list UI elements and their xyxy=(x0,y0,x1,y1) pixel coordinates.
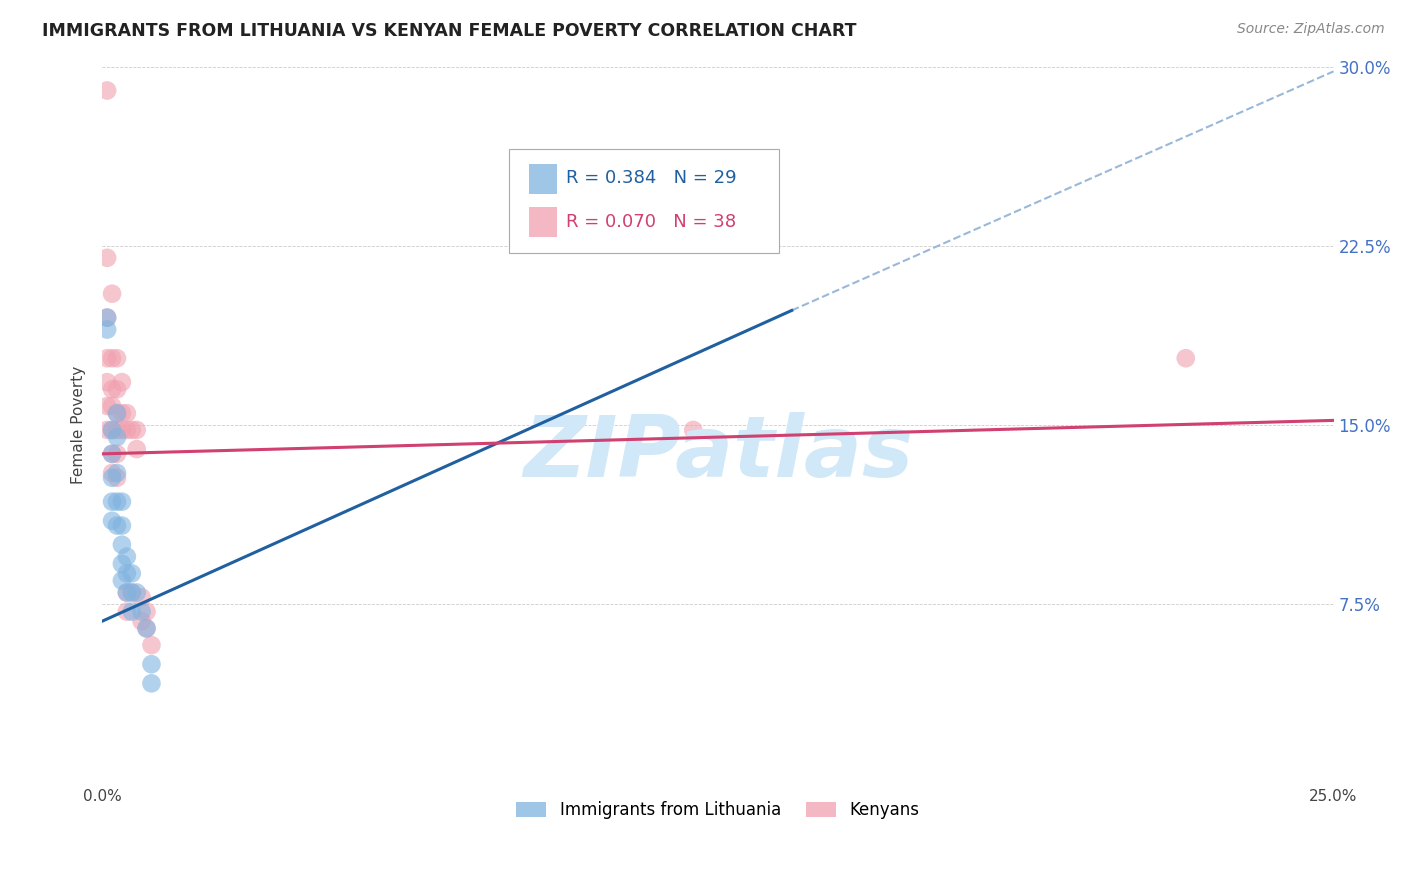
Point xyxy=(111,574,134,588)
Text: ZIPatlas: ZIPatlas xyxy=(523,412,912,495)
Point xyxy=(96,251,118,265)
Point xyxy=(101,423,124,437)
Point xyxy=(125,423,148,437)
Point xyxy=(96,322,118,336)
Point xyxy=(141,676,163,690)
Point xyxy=(121,605,143,619)
Point xyxy=(111,406,134,420)
Point xyxy=(101,382,124,396)
Point xyxy=(105,430,128,444)
Point xyxy=(135,621,157,635)
Point xyxy=(105,466,128,480)
Point xyxy=(96,310,118,325)
Point xyxy=(115,566,138,581)
Point xyxy=(115,423,138,437)
Point xyxy=(96,375,118,389)
Point xyxy=(135,621,157,635)
Point xyxy=(141,657,163,672)
Point xyxy=(101,286,124,301)
Point xyxy=(111,538,134,552)
Point xyxy=(682,191,704,205)
Point xyxy=(105,351,128,366)
Point xyxy=(101,466,124,480)
FancyBboxPatch shape xyxy=(509,149,779,253)
Point xyxy=(96,399,118,413)
Point xyxy=(96,83,118,97)
Point xyxy=(125,442,148,456)
Point xyxy=(105,518,128,533)
Point xyxy=(115,549,138,564)
Bar xyxy=(530,207,557,237)
Point xyxy=(105,423,128,437)
Point xyxy=(105,494,128,508)
Point xyxy=(111,375,134,389)
Point xyxy=(101,471,124,485)
Point xyxy=(131,614,153,628)
Legend: Immigrants from Lithuania, Kenyans: Immigrants from Lithuania, Kenyans xyxy=(510,794,927,826)
Point xyxy=(101,423,124,437)
Point xyxy=(96,351,118,366)
Point xyxy=(111,423,134,437)
Y-axis label: Female Poverty: Female Poverty xyxy=(72,366,86,484)
Point xyxy=(682,423,704,437)
Point xyxy=(111,557,134,571)
Point xyxy=(115,585,138,599)
Point xyxy=(96,310,118,325)
Bar xyxy=(530,164,557,194)
Point xyxy=(101,399,124,413)
Point xyxy=(111,518,134,533)
Point xyxy=(121,566,143,581)
Text: R = 0.070   N = 38: R = 0.070 N = 38 xyxy=(567,212,737,230)
Point xyxy=(101,351,124,366)
Point xyxy=(105,471,128,485)
Text: Source: ZipAtlas.com: Source: ZipAtlas.com xyxy=(1237,22,1385,37)
Point xyxy=(105,382,128,396)
Point xyxy=(115,406,138,420)
Point xyxy=(121,423,143,437)
Point xyxy=(105,447,128,461)
Text: R = 0.384   N = 29: R = 0.384 N = 29 xyxy=(567,169,737,187)
Point xyxy=(101,447,124,461)
Point xyxy=(115,605,138,619)
Point xyxy=(121,585,143,599)
Point xyxy=(105,406,128,420)
Point xyxy=(115,585,138,599)
Point xyxy=(135,605,157,619)
Point xyxy=(101,447,124,461)
Point xyxy=(96,423,118,437)
Point xyxy=(1174,351,1197,366)
Point xyxy=(105,406,128,420)
Point xyxy=(101,494,124,508)
Point xyxy=(101,514,124,528)
Text: IMMIGRANTS FROM LITHUANIA VS KENYAN FEMALE POVERTY CORRELATION CHART: IMMIGRANTS FROM LITHUANIA VS KENYAN FEMA… xyxy=(42,22,856,40)
Point xyxy=(141,638,163,652)
Point xyxy=(121,585,143,599)
Point xyxy=(131,591,153,605)
Point xyxy=(125,585,148,599)
Point xyxy=(131,605,153,619)
Point xyxy=(111,494,134,508)
